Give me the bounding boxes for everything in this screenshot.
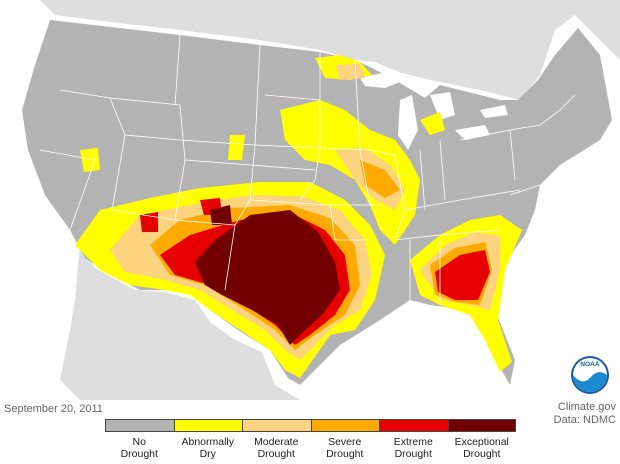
legend-label: Severe Drought: [326, 436, 364, 460]
legend-swatch: [105, 419, 174, 432]
legend-label: Extreme Drought: [393, 436, 433, 460]
credit-source: Climate.gov: [557, 401, 616, 413]
state-boundaries: [39, 34, 576, 305]
noaa-logo-text: NOAA: [580, 361, 599, 368]
legend-swatch: [310, 419, 379, 432]
legend-item-extreme-drought: Extreme Drought: [379, 419, 448, 460]
legend-swatch: [379, 419, 448, 432]
legend-swatch: [447, 419, 516, 432]
us-map-svg: NOAA: [0, 0, 620, 400]
legend-label: Abnormally Dry: [181, 436, 235, 460]
legend-item-moderate-drought: Moderate Drought: [242, 419, 311, 460]
great-lakes: [360, 70, 508, 150]
legend-label: No Drought: [120, 436, 158, 460]
drought-map: NOAA: [0, 0, 620, 400]
legend-item-exceptional-drought: Exceptional Drought: [447, 419, 516, 460]
legend-swatch: [173, 419, 242, 432]
canada-land: [0, 0, 620, 100]
map-date: September 20, 2011: [4, 403, 103, 415]
mexico-land: [60, 245, 300, 400]
drought-legend: No Drought Abnormally Dry Moderate Droug…: [105, 419, 516, 460]
drought-layer-exceptional: [195, 205, 340, 345]
credit-block: Climate.gov Data: NDMC: [554, 401, 616, 427]
legend-label: Exceptional Drought: [454, 436, 509, 460]
legend-swatch: [242, 419, 311, 432]
credit-data: Data: NDMC: [553, 414, 616, 426]
legend-label: Moderate Drought: [254, 436, 299, 460]
legend-item-abnormally-dry: Abnormally Dry: [173, 419, 242, 460]
legend-item-no-drought: No Drought: [105, 419, 174, 460]
legend-item-severe-drought: Severe Drought: [310, 419, 379, 460]
noaa-logo: NOAA: [571, 356, 609, 394]
